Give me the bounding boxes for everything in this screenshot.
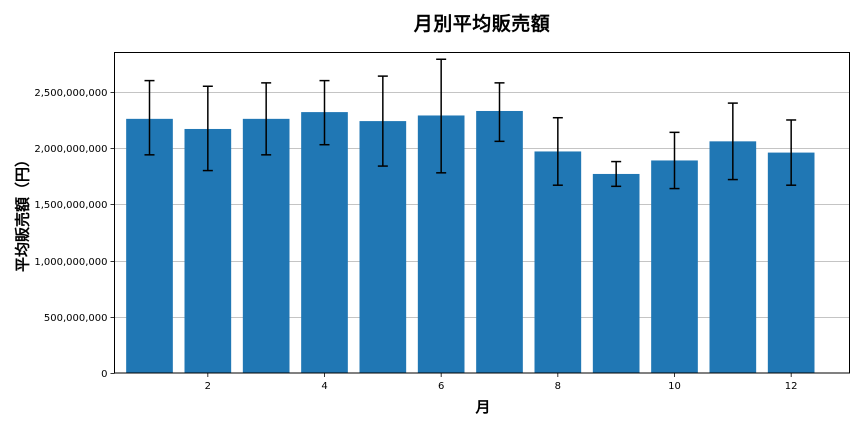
x-tick-label: 12	[785, 381, 798, 392]
bar	[534, 151, 582, 373]
x-axis-ticks: 2 4 6 8 10 12	[205, 373, 798, 392]
bar	[651, 160, 698, 373]
plot-frame	[114, 52, 850, 374]
y-tick-label: 1,500,000,000	[34, 200, 107, 211]
bar-series	[126, 110, 815, 374]
x-tick-label: 10	[668, 381, 681, 392]
y-tick-label: 0	[101, 369, 107, 380]
x-tick-label: 4	[321, 381, 327, 392]
y-tick-label: 2,500,000,000	[34, 88, 107, 99]
x-axis-label: 月	[475, 398, 491, 416]
x-tick-label: 6	[438, 381, 444, 392]
x-tick-label: 2	[205, 381, 211, 392]
y-tick-label: 2,000,000,000	[34, 144, 107, 155]
bar	[126, 118, 173, 373]
bar	[242, 118, 290, 373]
y-tick-label: 1,000,000,000	[34, 257, 107, 268]
bar	[301, 112, 348, 374]
y-axis-ticks: 0 500,000,000 1,000,000,000 1,500,000,000 2,…	[34, 88, 115, 380]
chart-title: 月別平均販売額	[413, 13, 551, 35]
bar	[592, 173, 640, 373]
y-tick-label: 500,000,000	[44, 313, 108, 324]
bar	[767, 152, 815, 373]
x-tick-label: 8	[555, 381, 561, 392]
bar	[476, 110, 523, 373]
error-bars	[144, 58, 797, 190]
